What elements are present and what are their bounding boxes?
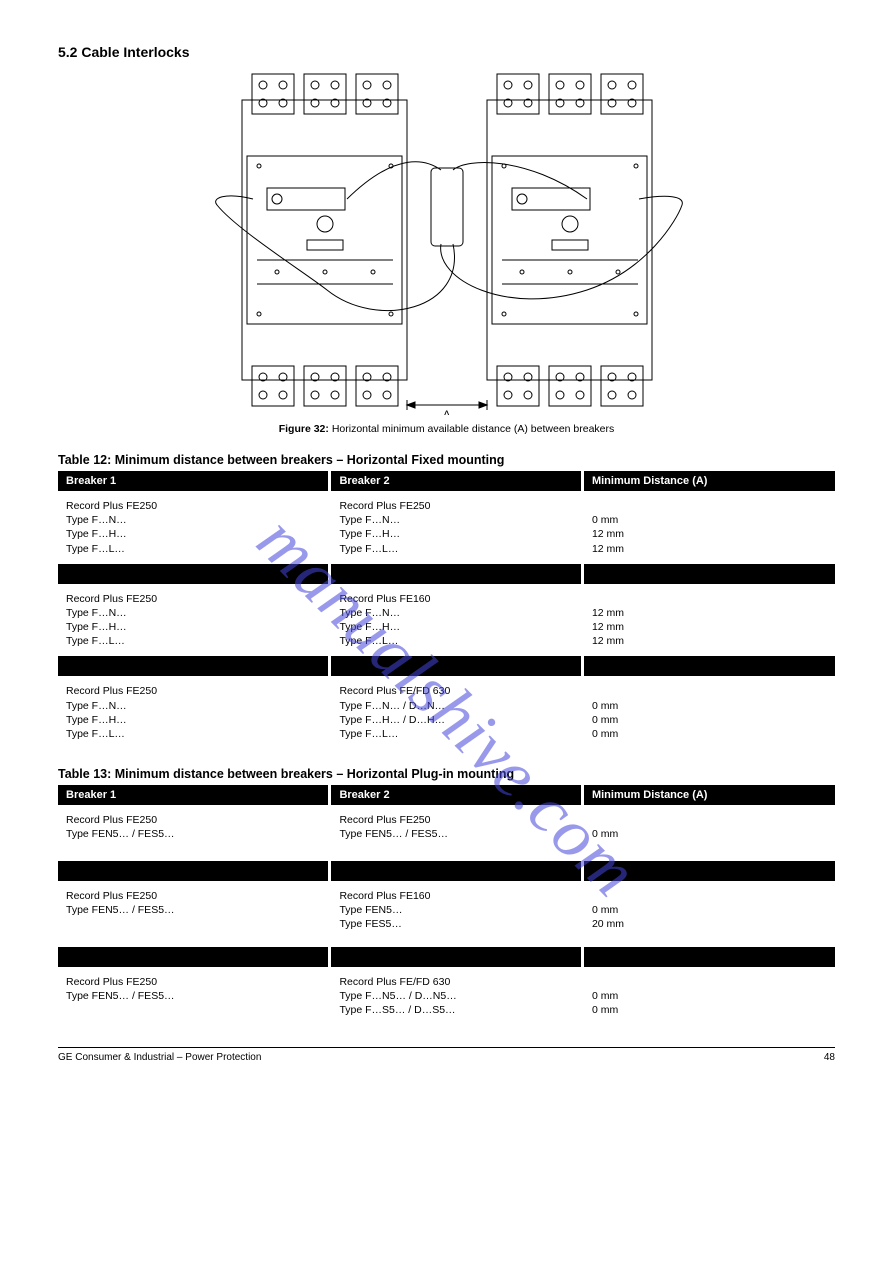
table13: Breaker 1 Breaker 2 Minimum Distance (A)… [58,785,835,1033]
table-header-cell: Breaker 2 [330,785,583,805]
table13-title: Table 13: Minimum distance between break… [58,767,835,781]
table-cell: Record Plus FE250Type FEN5… / FES5… [58,805,330,861]
table-row: Record Plus FE250Type FEN5… / FES5… Reco… [58,805,835,861]
table-cell: 0 mm12 mm12 mm [582,491,835,564]
figure-breakers: A [207,70,687,415]
footer-left: GE Consumer & Industrial – Power Protect… [58,1052,261,1063]
footer-page-number: 48 [824,1052,835,1063]
table-cell: Record Plus FE250Type F…N…Type F…H…Type … [330,491,583,564]
table-cell: 0 mm0 mm [582,967,835,1033]
figure-caption: Figure 32: Horizontal minimum available … [58,423,835,435]
table-header-cell: Minimum Distance (A) [582,471,835,491]
table-cell: 0 mm0 mm0 mm [582,676,835,749]
svg-text:A: A [443,409,451,415]
table-cell: 0 mm20 mm [582,881,835,947]
table-header-cell: Breaker 2 [330,471,583,491]
table-row: Record Plus FE250Type F…N…Type F…H…Type … [58,584,835,657]
table-cell: Record Plus FE250Type F…N…Type F…H…Type … [58,491,330,564]
table-header-cell: Breaker 1 [58,471,330,491]
figure-caption-label: Figure 32: [279,423,329,435]
page-footer: GE Consumer & Industrial – Power Protect… [58,1052,835,1063]
table-cell: Record Plus FE/FD 630Type F…N5… / D…N5…T… [330,967,583,1033]
table-cell: Record Plus FE250Type F…N…Type F…H…Type … [58,676,330,749]
table-header-row [58,564,835,584]
table-header-row [58,656,835,676]
table-cell: Record Plus FE160Type FEN5…Type FES5… [330,881,583,947]
table-row: Record Plus FE250Type FEN5… / FES5… Reco… [58,881,835,947]
table-cell: Record Plus FE250Type FEN5… / FES5… [58,967,330,1033]
page: manualshive.com 5.2 Cable Interlocks [0,0,893,1263]
table-row: Record Plus FE250Type F…N…Type F…H…Type … [58,676,835,749]
table-header-cell: Breaker 1 [58,785,330,805]
table-cell: Record Plus FE250Type FEN5… / FES5… [58,881,330,947]
table12: Breaker 1 Breaker 2 Minimum Distance (A)… [58,471,835,749]
table-header-cell: Minimum Distance (A) [582,785,835,805]
footer-rule [58,1047,835,1048]
table-row: Record Plus FE250Type FEN5… / FES5… Reco… [58,967,835,1033]
table-header-row [58,947,835,967]
table-header-row: Breaker 1 Breaker 2 Minimum Distance (A) [58,471,835,491]
table-cell: 12 mm12 mm12 mm [582,584,835,657]
table-cell: Record Plus FE/FD 630Type F…N… / D…N…Typ… [330,676,583,749]
table12-title: Table 12: Minimum distance between break… [58,453,835,467]
table-cell: Record Plus FE250Type F…N…Type F…H…Type … [58,584,330,657]
table-cell: 0 mm [582,805,835,861]
table-header-row: Breaker 1 Breaker 2 Minimum Distance (A) [58,785,835,805]
table-cell: Record Plus FE250Type FEN5… / FES5… [330,805,583,861]
table-header-row [58,861,835,881]
breaker-diagram-svg: A [207,70,687,415]
table-row: Record Plus FE250Type F…N…Type F…H…Type … [58,491,835,564]
figure-caption-text: Horizontal minimum available distance (A… [332,423,614,435]
table-cell: Record Plus FE160Type F…N…Type F…H…Type … [330,584,583,657]
section-heading: 5.2 Cable Interlocks [58,44,835,60]
